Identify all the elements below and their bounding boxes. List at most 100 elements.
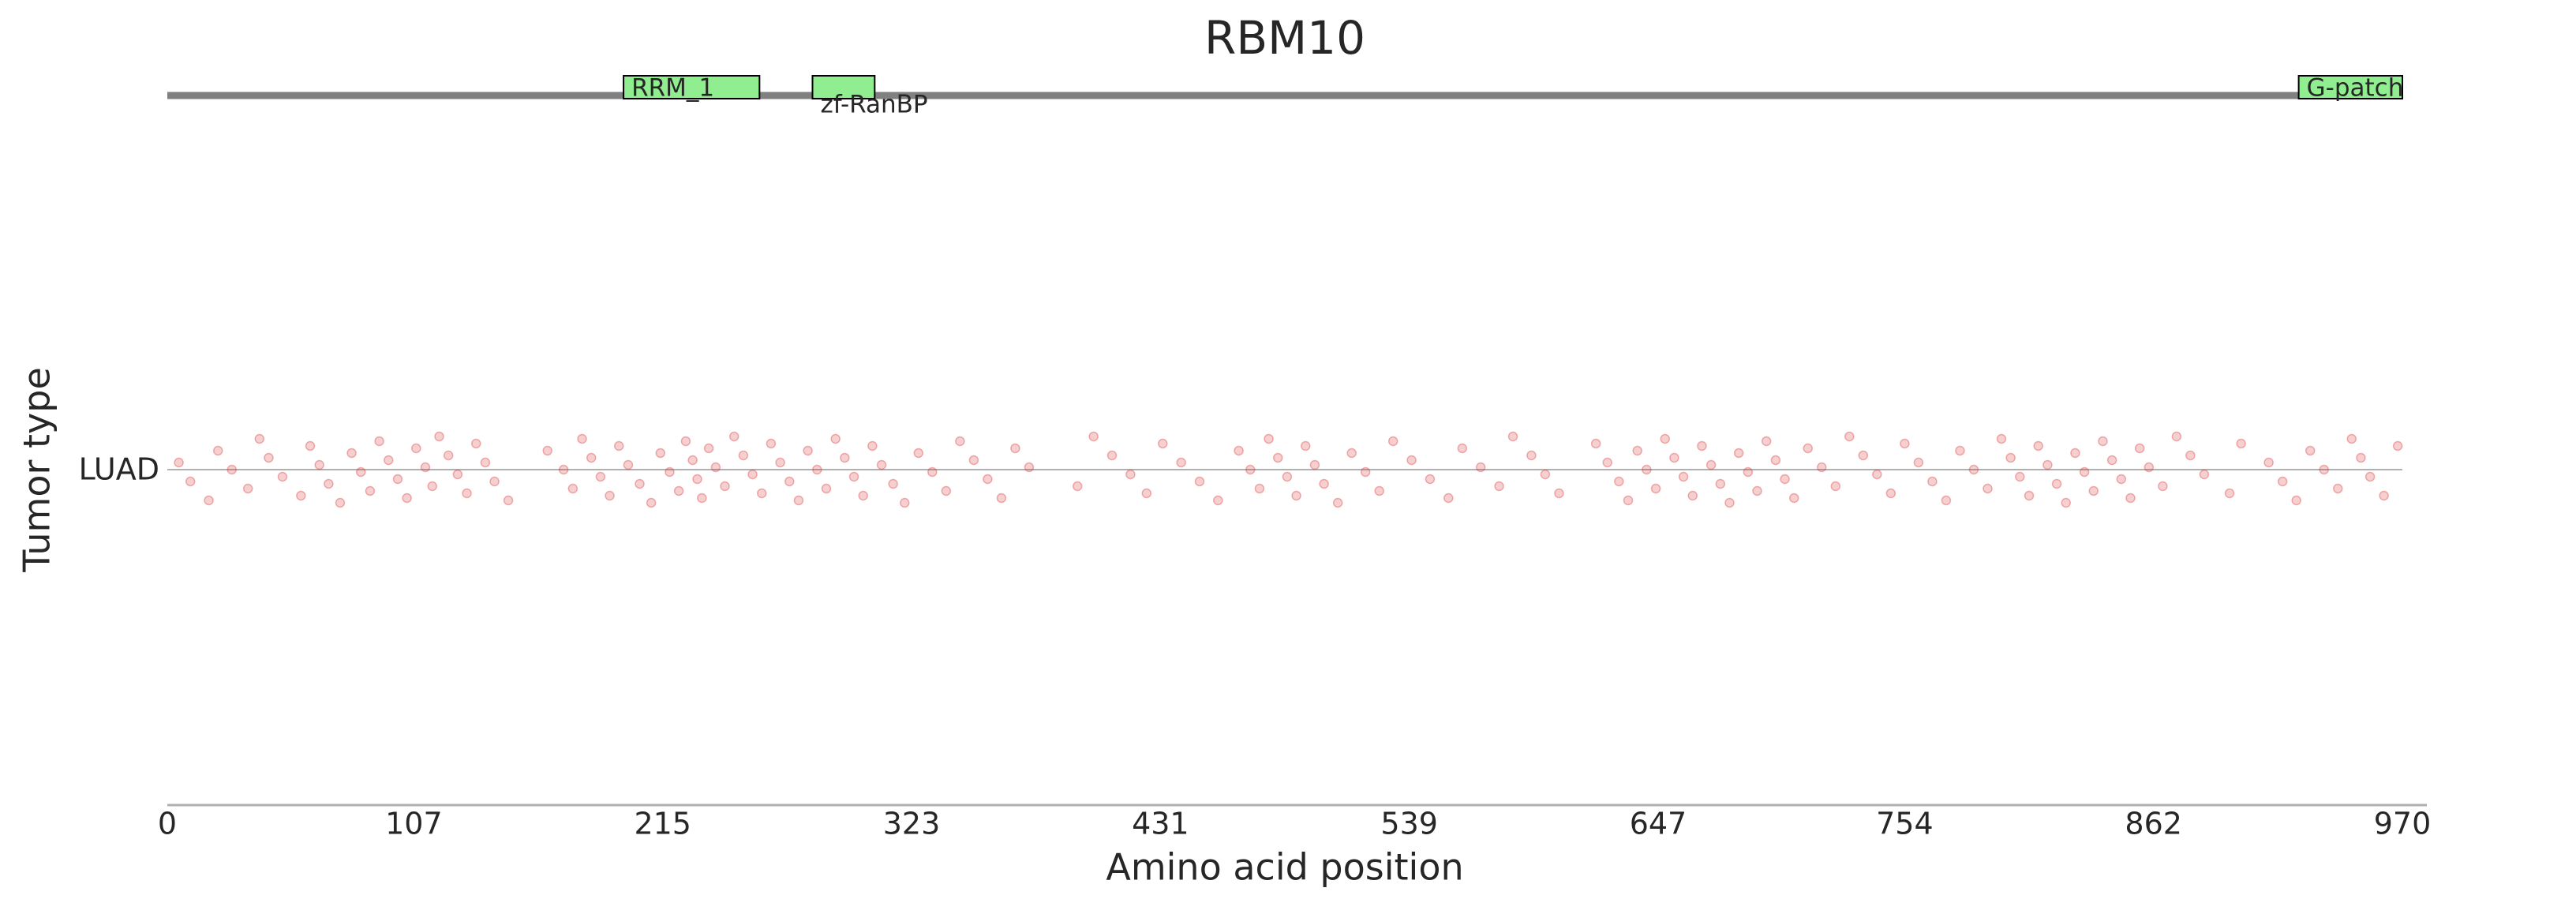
mutation-point bbox=[2356, 452, 2366, 463]
mutation-point bbox=[1614, 476, 1624, 487]
mutation-point bbox=[2364, 471, 2376, 482]
mutation-point bbox=[1715, 478, 1726, 489]
mutation-point bbox=[1475, 462, 1486, 473]
mutation-point bbox=[2236, 438, 2246, 449]
mutation-point bbox=[697, 493, 707, 504]
mutation-point bbox=[623, 459, 634, 470]
mutation-point bbox=[1803, 443, 1813, 454]
mutation-point bbox=[1540, 469, 1551, 480]
mutation-point bbox=[1996, 433, 2007, 444]
mutation-point bbox=[1761, 436, 1772, 447]
mutation-point bbox=[2392, 440, 2403, 451]
mutation-point bbox=[2134, 443, 2145, 454]
mutation-point bbox=[2125, 493, 2136, 504]
mutation-point bbox=[913, 448, 924, 459]
mutation-point bbox=[2319, 464, 2329, 475]
mutation-point bbox=[2051, 478, 2062, 489]
mutation-point bbox=[1406, 455, 1417, 466]
domain-label: G-patch bbox=[2307, 74, 2404, 103]
mutation-point bbox=[757, 488, 767, 499]
mutation-point bbox=[558, 464, 569, 475]
mutation-point bbox=[1264, 433, 1274, 444]
mutation-point bbox=[1072, 481, 1083, 492]
mutation-point bbox=[402, 493, 412, 504]
mutation-point bbox=[1158, 438, 1168, 449]
mutation-point bbox=[204, 495, 214, 506]
mutation-point bbox=[738, 450, 749, 461]
x-tick-label: 539 bbox=[1380, 807, 1438, 841]
mutation-point bbox=[1830, 481, 1841, 492]
mutation-point bbox=[2185, 450, 2196, 461]
mutation-point bbox=[605, 490, 615, 501]
mutation-point bbox=[567, 483, 578, 494]
mutation-point bbox=[1927, 476, 1938, 487]
mutation-point bbox=[314, 459, 324, 470]
mutation-point bbox=[710, 462, 721, 473]
mutation-point bbox=[1632, 445, 1642, 456]
mutation-point bbox=[1319, 478, 1329, 489]
mutation-point bbox=[1291, 490, 1301, 501]
mutation-point bbox=[1687, 490, 1698, 501]
mutation-point bbox=[1176, 457, 1186, 468]
mutation-point bbox=[2263, 457, 2274, 468]
mutation-point bbox=[784, 476, 795, 487]
mutation-point bbox=[1955, 445, 1965, 456]
mutation-point bbox=[728, 431, 739, 442]
x-tick-label: 862 bbox=[2125, 807, 2182, 841]
mutation-point bbox=[503, 495, 514, 506]
mutation-point bbox=[1309, 459, 1320, 470]
mutation-point bbox=[1602, 457, 1612, 468]
domain-box bbox=[811, 75, 876, 99]
mutation-point bbox=[2305, 445, 2316, 456]
mutation-point bbox=[227, 464, 237, 475]
mutation-point bbox=[646, 497, 657, 508]
mutation-point bbox=[174, 457, 184, 468]
mutation-point bbox=[927, 466, 938, 478]
domain-label: zf-RanBP bbox=[820, 91, 927, 119]
mutation-point bbox=[2346, 433, 2357, 444]
mutation-point bbox=[703, 443, 714, 454]
mutation-point bbox=[420, 462, 431, 473]
mutation-point bbox=[1254, 483, 1265, 494]
mutation-point bbox=[1360, 466, 1371, 478]
mutation-point bbox=[2024, 490, 2035, 501]
mutation-point bbox=[680, 436, 691, 447]
mutation-point bbox=[2379, 490, 2389, 501]
mutation-point bbox=[830, 433, 841, 444]
mutation-point bbox=[1697, 440, 1707, 451]
mutation-point bbox=[2061, 497, 2071, 508]
mutation-point bbox=[665, 466, 675, 478]
x-tick-label: 431 bbox=[1132, 807, 1189, 841]
mutation-point bbox=[2277, 476, 2288, 487]
mutation-point bbox=[452, 469, 463, 480]
mutation-point bbox=[687, 455, 698, 466]
mutation-point bbox=[876, 459, 887, 470]
x-tick-label: 754 bbox=[1876, 807, 1934, 841]
mutation-point bbox=[747, 469, 758, 480]
mutation-point bbox=[1983, 483, 1993, 494]
x-tick-label: 323 bbox=[883, 807, 941, 841]
mutation-point bbox=[1724, 497, 1735, 508]
mutation-point bbox=[384, 455, 394, 466]
domain-box bbox=[2297, 75, 2404, 99]
mutation-point bbox=[185, 476, 196, 487]
mutation-point bbox=[955, 436, 965, 447]
mutation-point bbox=[1010, 443, 1020, 454]
mutation-point bbox=[900, 497, 910, 508]
mutation-point bbox=[1213, 495, 1223, 506]
mutation-point bbox=[1332, 497, 1343, 508]
mutation-point bbox=[968, 455, 979, 466]
mutation-point bbox=[1301, 440, 1311, 451]
mutation-point bbox=[242, 483, 253, 494]
mutation-point bbox=[996, 493, 1007, 504]
mutation-point bbox=[858, 490, 868, 501]
mutation-point bbox=[1282, 471, 1293, 482]
mutation-point bbox=[577, 433, 587, 444]
chart-title: RBM10 bbox=[1204, 11, 1365, 65]
mutation-point bbox=[335, 497, 346, 508]
x-tick-label: 0 bbox=[158, 807, 177, 841]
mutation-point bbox=[1457, 443, 1468, 454]
mutation-point bbox=[2005, 452, 2016, 463]
x-axis-label: Amino acid position bbox=[1106, 846, 1463, 889]
